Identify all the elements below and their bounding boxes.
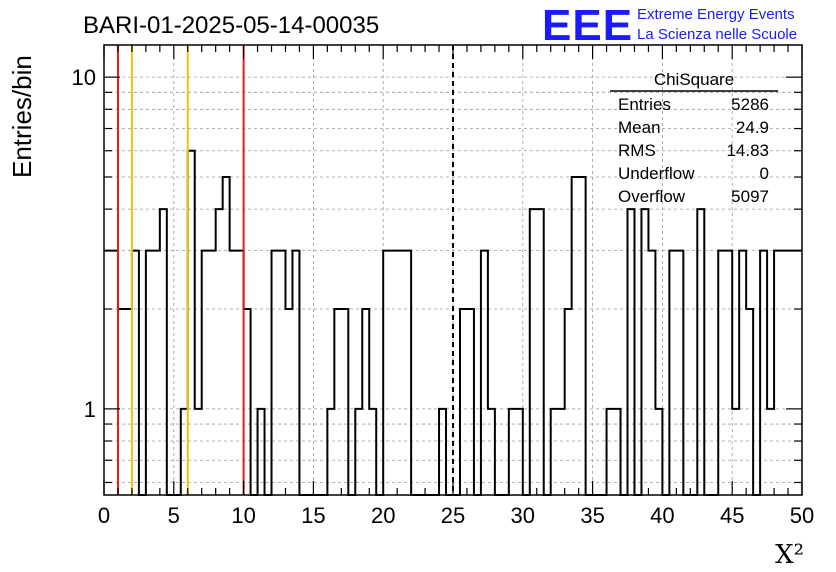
y-tick-label: 1: [84, 397, 96, 422]
stats-title: ChiSquare: [654, 70, 734, 89]
y-axis-label: Entries/bin: [7, 55, 37, 178]
logo-line-2: La Scienza nelle Scuole: [637, 26, 797, 43]
axes: 0 5 10 15 20 25 30 35 40 45 50 1 10: [72, 44, 814, 528]
stats-value-rms: 14.83: [726, 141, 769, 160]
eee-logo: EEE Extreme Energy Events La Scienza nel…: [542, 1, 797, 50]
run-title: BARI-01-2025-05-14-00035: [83, 12, 379, 39]
x-tick-label: 20: [371, 503, 395, 528]
x-tick-label: 5: [168, 503, 180, 528]
x-tick-label: 35: [580, 503, 604, 528]
stats-value-mean: 24.9: [736, 118, 769, 137]
x-tick-label: 10: [231, 503, 255, 528]
stats-value-overflow: 5097: [731, 187, 769, 206]
stats-value-underflow: 0: [760, 164, 769, 183]
stats-label-overflow: Overflow: [618, 187, 686, 206]
x-tick-label: 30: [511, 503, 535, 528]
y-tick-label: 10: [72, 65, 96, 90]
x-tick-label: 40: [650, 503, 674, 528]
stats-box: ChiSquare Entries 5286 Mean 24.9 RMS 14.…: [610, 70, 778, 206]
stats-label-entries: Entries: [618, 95, 671, 114]
eee-logo-mark: EEE: [542, 1, 633, 50]
stats-value-entries: 5286: [731, 95, 769, 114]
vertical-markers: [116, 45, 454, 495]
stats-label-underflow: Underflow: [618, 164, 695, 183]
x-tick-label: 50: [790, 503, 814, 528]
x-tick-label: 15: [301, 503, 325, 528]
x-tick-label: 25: [441, 503, 465, 528]
stats-label-mean: Mean: [618, 118, 661, 137]
stats-label-rms: RMS: [618, 141, 656, 160]
x-axis-label: X²: [775, 540, 804, 570]
x-tick-label: 45: [720, 503, 744, 528]
logo-line-1: Extreme Energy Events: [637, 6, 795, 23]
x-tick-label: 0: [98, 503, 110, 528]
